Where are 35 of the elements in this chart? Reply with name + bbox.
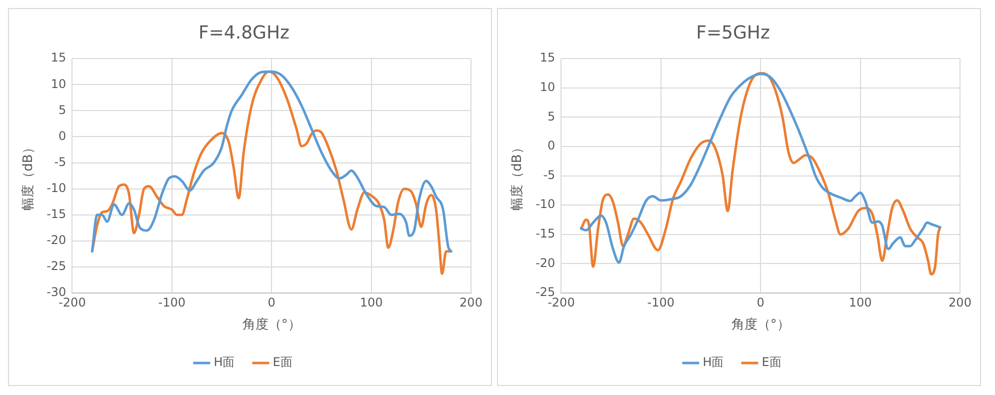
x-tick-label: 100: [360, 295, 383, 310]
y-tick-label: -5: [543, 168, 556, 182]
y-tick-label: -25: [46, 259, 66, 274]
chart-title: F=4.8GHz: [198, 22, 290, 44]
x-axis-title: 角度（°）: [242, 316, 301, 333]
y-tick-label: -15: [536, 226, 556, 241]
chart-title: F=5GHz: [696, 22, 770, 44]
y-tick-label: 10: [50, 76, 66, 91]
x-tick-label: 200: [460, 295, 482, 310]
y-tick-label: 5: [548, 109, 556, 124]
x-tick-label: 0: [756, 295, 764, 310]
legend-label: H面: [214, 355, 235, 370]
y-tick-label: 0: [548, 138, 556, 153]
y-tick-label: 10: [540, 80, 556, 94]
y-tick-label: -5: [54, 154, 66, 169]
legend-label: H面: [702, 355, 724, 370]
y-tick-label: -20: [536, 256, 556, 270]
y-tick-label: -10: [46, 180, 66, 195]
x-axis-title: 角度（°）: [731, 316, 790, 333]
y-tick-label: -10: [536, 197, 556, 212]
x-tick-label: 200: [948, 295, 972, 310]
x-tick-label: 100: [848, 295, 872, 310]
y-axis-title: 幅度（dB）: [20, 141, 36, 210]
y-tick-label: 15: [540, 50, 556, 65]
y-tick-label: 0: [58, 128, 66, 143]
y-tick-label: 5: [58, 102, 66, 117]
legend-label: E面: [762, 355, 782, 370]
y-axis-title: 幅度（dB）: [509, 141, 526, 210]
y-tick-label: 15: [50, 50, 66, 65]
x-tick-label: 0: [268, 295, 276, 310]
y-tick-label: -20: [46, 233, 66, 248]
legend-label: E面: [272, 355, 292, 370]
x-tick-label: -100: [158, 295, 186, 310]
x-tick-label: -100: [647, 295, 675, 310]
y-tick-label: -15: [46, 206, 66, 221]
